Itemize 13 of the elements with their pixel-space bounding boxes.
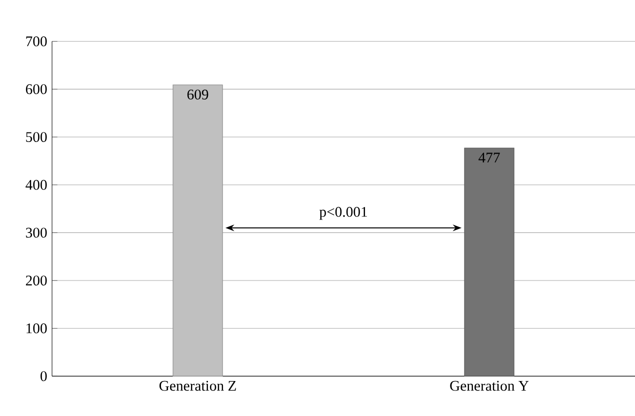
data-label: 477 [478,152,500,162]
y-tick-label: 100 [26,323,47,334]
x-tick-label: Generation Y [450,380,529,391]
y-tick-label: 300 [26,228,47,238]
y-tick-label: 0 [40,371,47,382]
y-tick-label: 200 [26,275,47,286]
y-tick-label: 400 [26,180,47,190]
y-tick-label: 600 [26,84,47,94]
x-tick-label: Generation Z [159,380,236,391]
annotation: p<0.001 [319,206,367,220]
data-label: 609 [187,90,208,100]
y-tick-label: 500 [26,132,47,142]
y-tick-label: 700 [26,36,47,46]
